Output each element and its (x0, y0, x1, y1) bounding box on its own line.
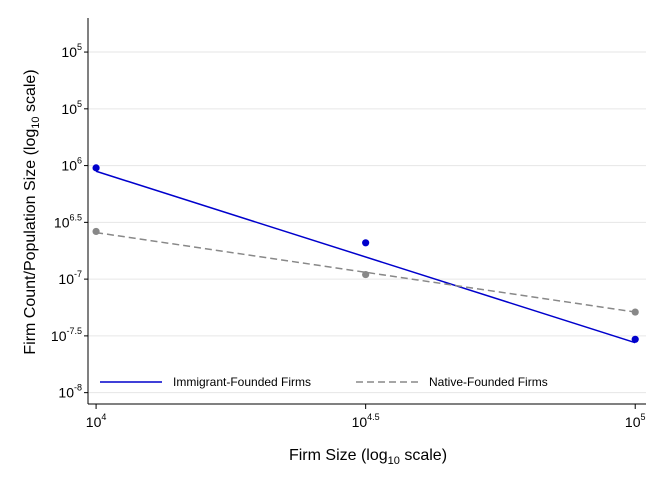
y-tick-label: 106 (61, 156, 82, 174)
series-line-immigrant (95, 170, 636, 344)
y-axis-title: Firm Count/Population Size (log10 scale) (22, 69, 42, 354)
x-tick-label: 105 (625, 412, 646, 430)
x-tick-label: 104 (86, 412, 107, 430)
y-tick-label: 106.5 (54, 212, 82, 230)
legend-label-native: Native-Founded Firms (429, 375, 548, 389)
y-tick-label: 105 (61, 42, 82, 60)
y-tick-label: 10-7.5 (51, 326, 82, 344)
series-line-native (95, 231, 636, 313)
x-tick-label: 104.5 (352, 412, 380, 430)
x-axis-title: Firm Size (log10 scale) (289, 447, 447, 467)
y-tick-label: 105 (61, 99, 82, 117)
grid (88, 51, 646, 394)
data-point-native (362, 270, 370, 279)
y-tick-label: 10-7 (58, 269, 82, 287)
y-tick-label: 10-8 (58, 383, 82, 401)
legend-label-immigrant: Immigrant-Founded Firms (173, 375, 311, 389)
data-point-native (92, 227, 100, 236)
legend: Immigrant-Founded Firms Native-Founded Fi… (100, 375, 548, 389)
data-point-native (631, 308, 639, 316)
data-point-immigrant (631, 335, 639, 343)
data-point-immigrant (92, 164, 100, 172)
series-layer (92, 164, 639, 344)
data-point-immigrant (362, 239, 370, 247)
